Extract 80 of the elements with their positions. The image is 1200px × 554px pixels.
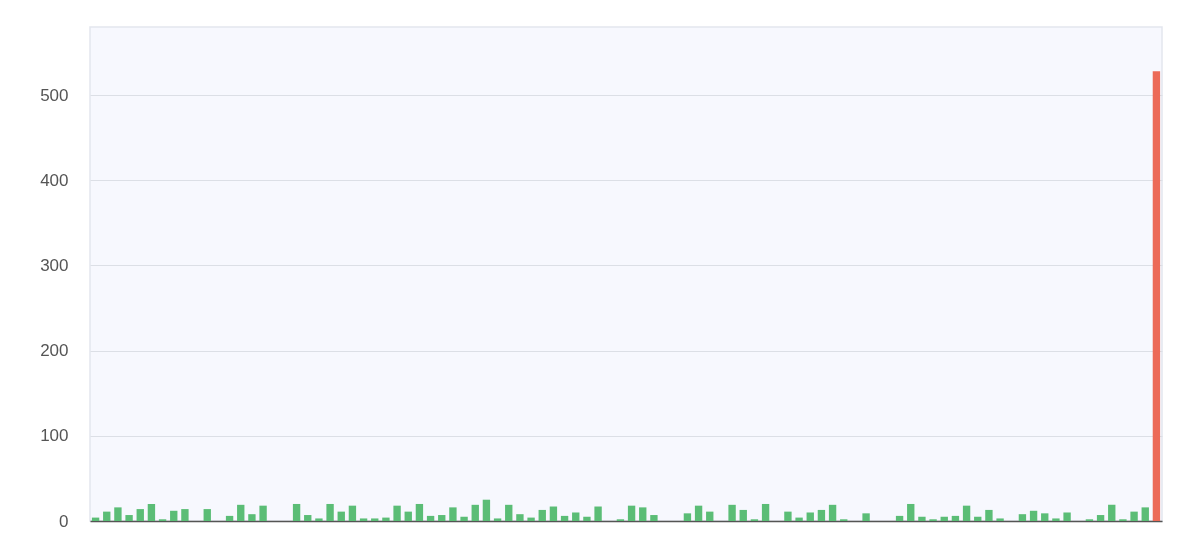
bar <box>538 509 546 521</box>
y-tick-label: 400 <box>40 170 69 190</box>
bar <box>1052 518 1060 521</box>
bar <box>761 503 770 521</box>
bar <box>393 505 401 521</box>
bar <box>527 517 535 521</box>
bar <box>516 514 524 521</box>
bar <box>728 504 736 521</box>
bar <box>694 505 703 521</box>
bar <box>181 509 189 521</box>
bar <box>493 518 502 521</box>
bar <box>304 515 312 521</box>
bar <box>1130 511 1138 521</box>
bar <box>103 511 111 521</box>
bar <box>1152 71 1161 521</box>
bar <box>292 503 301 521</box>
bar <box>951 515 960 521</box>
bar <box>114 507 122 521</box>
bar <box>639 507 647 521</box>
bar <box>382 517 390 521</box>
bar <box>1096 515 1105 521</box>
bar <box>259 505 267 521</box>
bar <box>248 514 256 521</box>
bar <box>1063 512 1071 521</box>
bar <box>482 499 491 521</box>
bar <box>962 505 971 521</box>
bar <box>974 516 982 521</box>
bar <box>225 515 234 521</box>
bar <box>683 513 692 521</box>
y-tick-label: 500 <box>40 85 69 105</box>
bar <box>996 518 1004 521</box>
bar <box>203 509 211 521</box>
bar <box>817 509 826 521</box>
bar <box>404 511 412 521</box>
y-tick-label: 300 <box>40 255 69 275</box>
bar <box>583 516 591 521</box>
bar <box>326 503 334 521</box>
bar <box>594 506 602 521</box>
bar <box>1108 504 1116 521</box>
bar <box>940 516 948 521</box>
bar <box>371 518 379 521</box>
bar <box>795 517 803 521</box>
bar <box>426 515 435 521</box>
bar <box>650 515 658 521</box>
bar <box>907 503 915 521</box>
bar <box>560 515 569 521</box>
bar <box>706 511 714 521</box>
y-tick-label: 200 <box>40 341 69 361</box>
bar <box>549 506 558 521</box>
bar <box>471 504 479 521</box>
bar <box>359 518 368 521</box>
bar <box>505 504 513 521</box>
bar <box>739 509 747 521</box>
bar <box>449 507 457 521</box>
bar <box>136 509 144 521</box>
bar <box>348 505 357 521</box>
y-tick-label: 0 <box>59 511 69 531</box>
bar <box>828 504 837 521</box>
bar <box>862 513 870 521</box>
bar <box>170 510 178 521</box>
y-tick-label: 100 <box>40 426 69 446</box>
bar <box>125 515 133 521</box>
bar <box>1041 513 1049 521</box>
bar <box>572 512 580 521</box>
bar <box>806 512 814 521</box>
bar <box>1018 514 1027 521</box>
bar <box>415 503 424 521</box>
bar <box>1141 507 1149 521</box>
bar <box>895 515 904 521</box>
bar <box>784 511 792 521</box>
bar <box>627 505 636 521</box>
bar <box>147 503 156 521</box>
bar <box>315 518 323 521</box>
bar <box>985 509 993 521</box>
bar <box>918 516 926 521</box>
bar <box>438 515 446 521</box>
bar <box>237 504 245 521</box>
bar <box>460 516 468 521</box>
bar <box>1029 510 1038 521</box>
bar <box>337 511 345 521</box>
